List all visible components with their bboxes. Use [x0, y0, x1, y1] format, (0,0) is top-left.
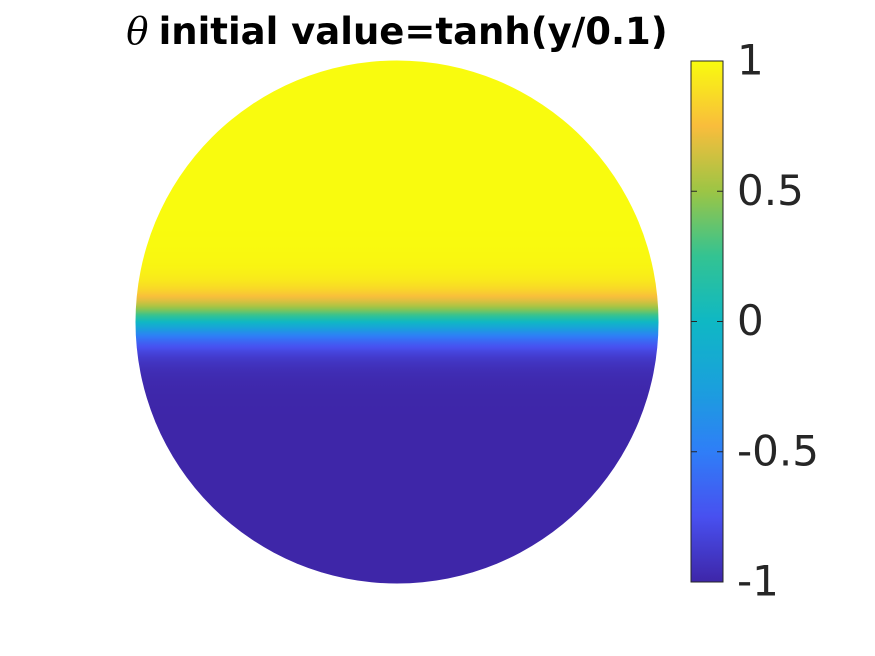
title-symbol: θ [126, 10, 148, 53]
field-disk [135, 60, 659, 584]
title-text: initial value=tanh(y/0.1) [159, 10, 668, 53]
chart-title: θ initial value=tanh(y/0.1) [126, 10, 667, 53]
colorbar-tick-label: -1 [737, 557, 779, 606]
colorbar-tick-label: 1 [737, 36, 764, 85]
colorbar-tick-label: 0.5 [737, 166, 804, 215]
colorbar-tick-label: -0.5 [737, 426, 819, 475]
colorbar-tick-label: 0 [737, 296, 764, 345]
